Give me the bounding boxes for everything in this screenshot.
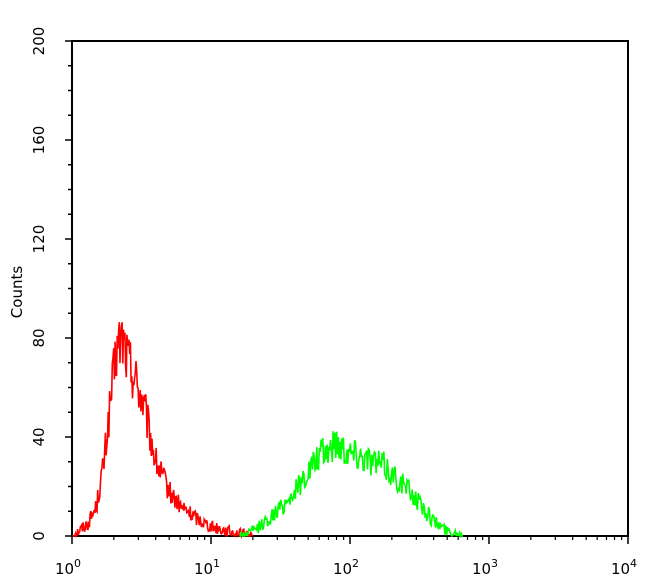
x-tick-exponent: 1 xyxy=(213,557,220,570)
x-tick-label: 101 xyxy=(194,557,220,578)
y-tick-label: 160 xyxy=(30,126,48,155)
x-tick-exponent: 4 xyxy=(630,557,637,570)
y-tick-label: 80 xyxy=(30,328,48,347)
histogram-series-2 xyxy=(239,431,463,539)
x-tick-base: 10 xyxy=(194,560,213,578)
x-tick-label: 100 xyxy=(55,557,81,578)
x-tick-base: 10 xyxy=(611,560,630,578)
x-tick-exponent: 3 xyxy=(491,557,498,570)
x-tick-base: 10 xyxy=(55,560,74,578)
x-tick-label: 104 xyxy=(611,557,637,578)
y-tick-label: 0 xyxy=(30,531,48,541)
series-layer xyxy=(72,322,463,540)
x-tick-exponent: 0 xyxy=(74,557,81,570)
y-tick-label: 120 xyxy=(30,225,48,254)
y-axis: 0 40 80 120 160 200 xyxy=(30,27,72,541)
y-tick-label: 200 xyxy=(30,27,48,56)
y-axis-title: Counts xyxy=(8,266,26,319)
x-tick-label: 103 xyxy=(472,557,498,578)
y-tick-label: 40 xyxy=(30,427,48,446)
x-tick-label: 102 xyxy=(333,557,359,578)
x-tick-base: 10 xyxy=(333,560,352,578)
histogram-series-1 xyxy=(72,322,254,540)
x-tick-base: 10 xyxy=(472,560,491,578)
x-tick-exponent: 2 xyxy=(352,557,359,570)
x-axis: 100 101 102 103 104 xyxy=(55,536,637,578)
